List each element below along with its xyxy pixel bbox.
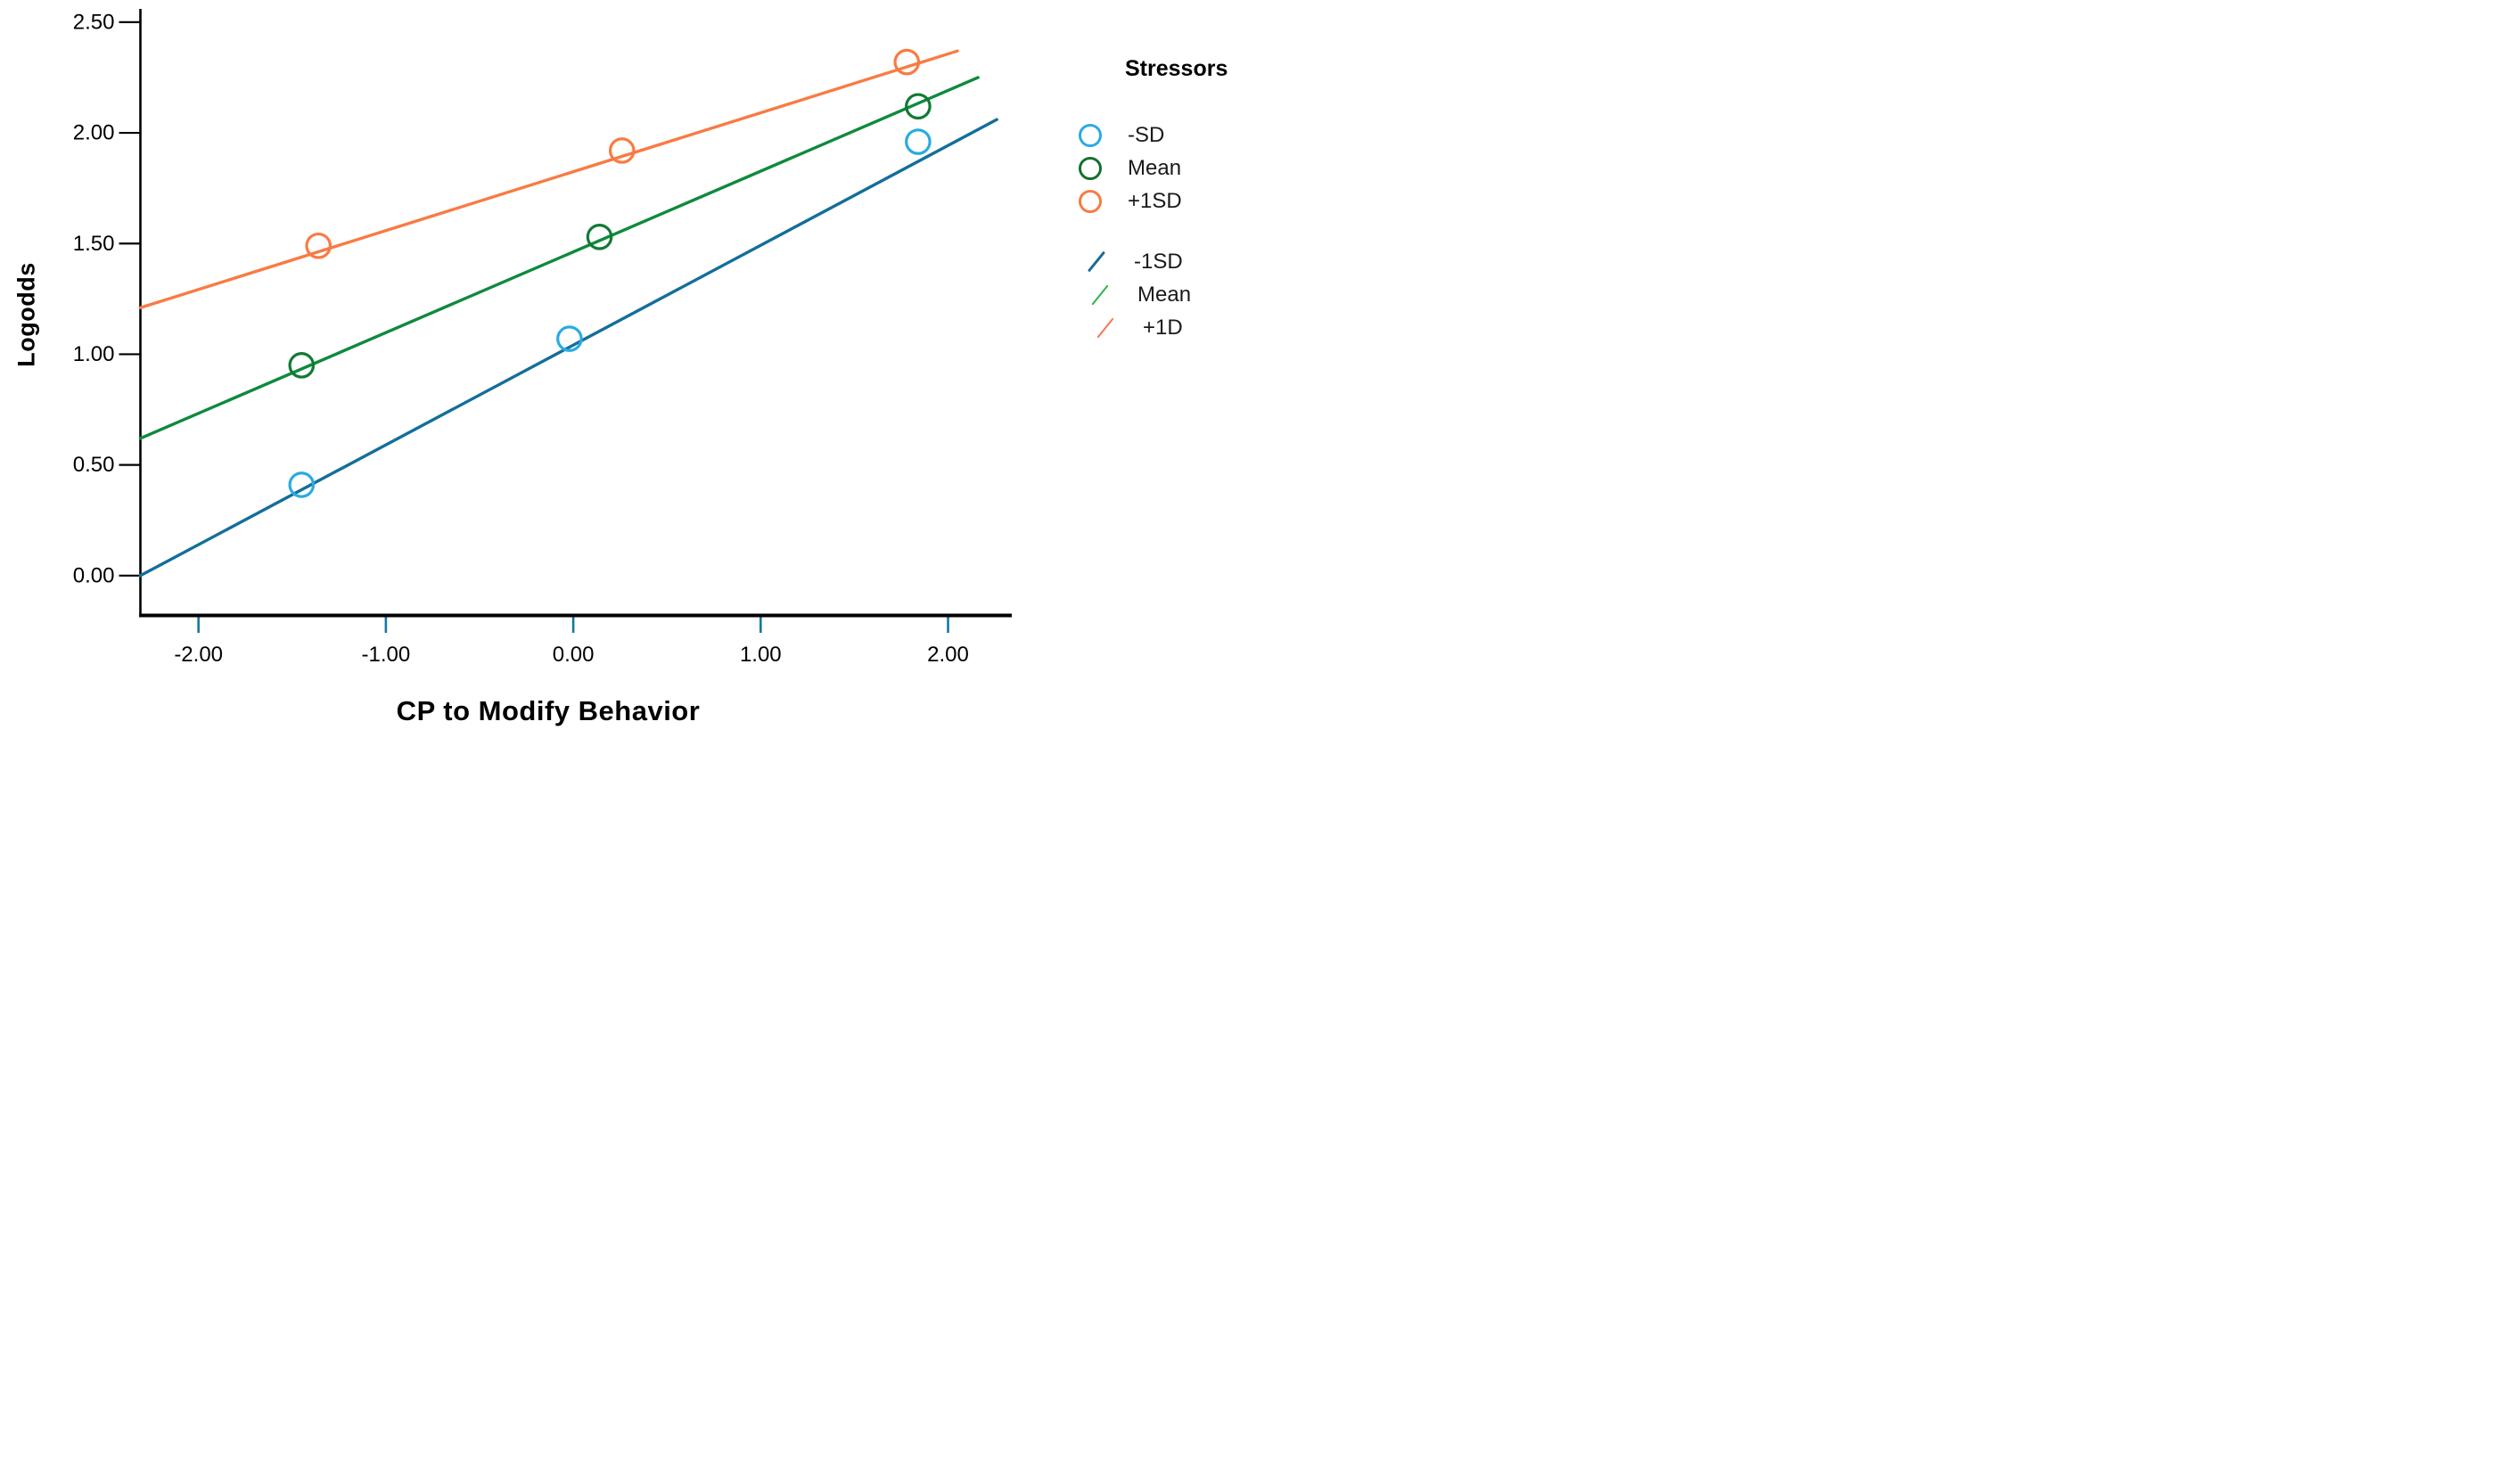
point-+1SD-2 (893, 48, 921, 76)
legend-item-label: Mean (1137, 282, 1192, 307)
line-marker-icon (1091, 283, 1109, 306)
legend-item-line-plus-1d: +1D (1074, 311, 1248, 344)
fit-line-+1D (138, 49, 959, 309)
circle-marker-icon (1079, 156, 1102, 180)
x-tick-label: -2.00 (174, 643, 223, 667)
line-marker-icon (1096, 316, 1114, 339)
legend-point-items: -SD Mean +1SD (1074, 119, 1248, 217)
point-+1SD-1 (608, 137, 636, 164)
circle-marker-icon (1079, 189, 1102, 213)
circle-marker-icon (1079, 123, 1102, 147)
y-tick-label: 0.00 (73, 563, 115, 587)
y-tick-label: 2.00 (73, 121, 115, 145)
point-+1SD-0 (305, 232, 333, 259)
legend-line-items: -1SD Mean +1D (1074, 245, 1248, 344)
point-Mean-1 (586, 224, 613, 250)
point--SD-2 (905, 128, 932, 155)
chart: 0.00 0.50 1.00 1.50 2.00 2.50 -2.00 -1.00 0.00 1.… (0, 0, 1248, 742)
legend-item-line-minus-1sd: -1SD (1074, 245, 1248, 278)
point--SD-0 (288, 471, 316, 498)
legend-item-plus-1sd: +1SD (1074, 184, 1248, 217)
y-tick-label: 2.50 (73, 10, 115, 34)
legend-item-label: -SD (1128, 122, 1165, 147)
legend-item-mean: Mean (1074, 152, 1248, 184)
legend-item-line-mean: Mean (1074, 278, 1248, 311)
x-tick-label: 0.00 (553, 643, 595, 667)
x-tick-label: 2.00 (927, 643, 969, 667)
x-tick-label: 1.00 (740, 643, 782, 667)
fit-line--1SD (138, 118, 998, 578)
line-marker-icon (1088, 250, 1105, 273)
point--SD-1 (556, 325, 583, 352)
fit-line-Mean (138, 76, 980, 440)
legend-item-label: +1D (1143, 315, 1183, 340)
x-axis-title: CP to Modify Behavior (396, 695, 701, 726)
point-Mean-0 (288, 352, 316, 379)
legend-item-label: Mean (1128, 155, 1182, 180)
legend-item-minus-sd: -SD (1074, 119, 1248, 152)
y-tick-label: 1.50 (73, 232, 115, 256)
y-tick-label: 1.00 (73, 342, 115, 366)
legend-item-label: -1SD (1134, 249, 1183, 274)
legend-title: Stressors (1125, 56, 1228, 81)
legend-item-label: +1SD (1128, 188, 1182, 213)
x-tick-label: -1.00 (362, 643, 411, 667)
plot-area: 0.00 0.50 1.00 1.50 2.00 2.50 -2.00 -1.00 0.00 1.… (73, 9, 1012, 667)
y-axis-title: Logodds (12, 262, 40, 367)
y-tick-label: 0.50 (73, 453, 115, 477)
legend: Stressors -SD Mean +1SD -1SD Mean (1074, 0, 1248, 344)
point-Mean-2 (905, 93, 932, 120)
